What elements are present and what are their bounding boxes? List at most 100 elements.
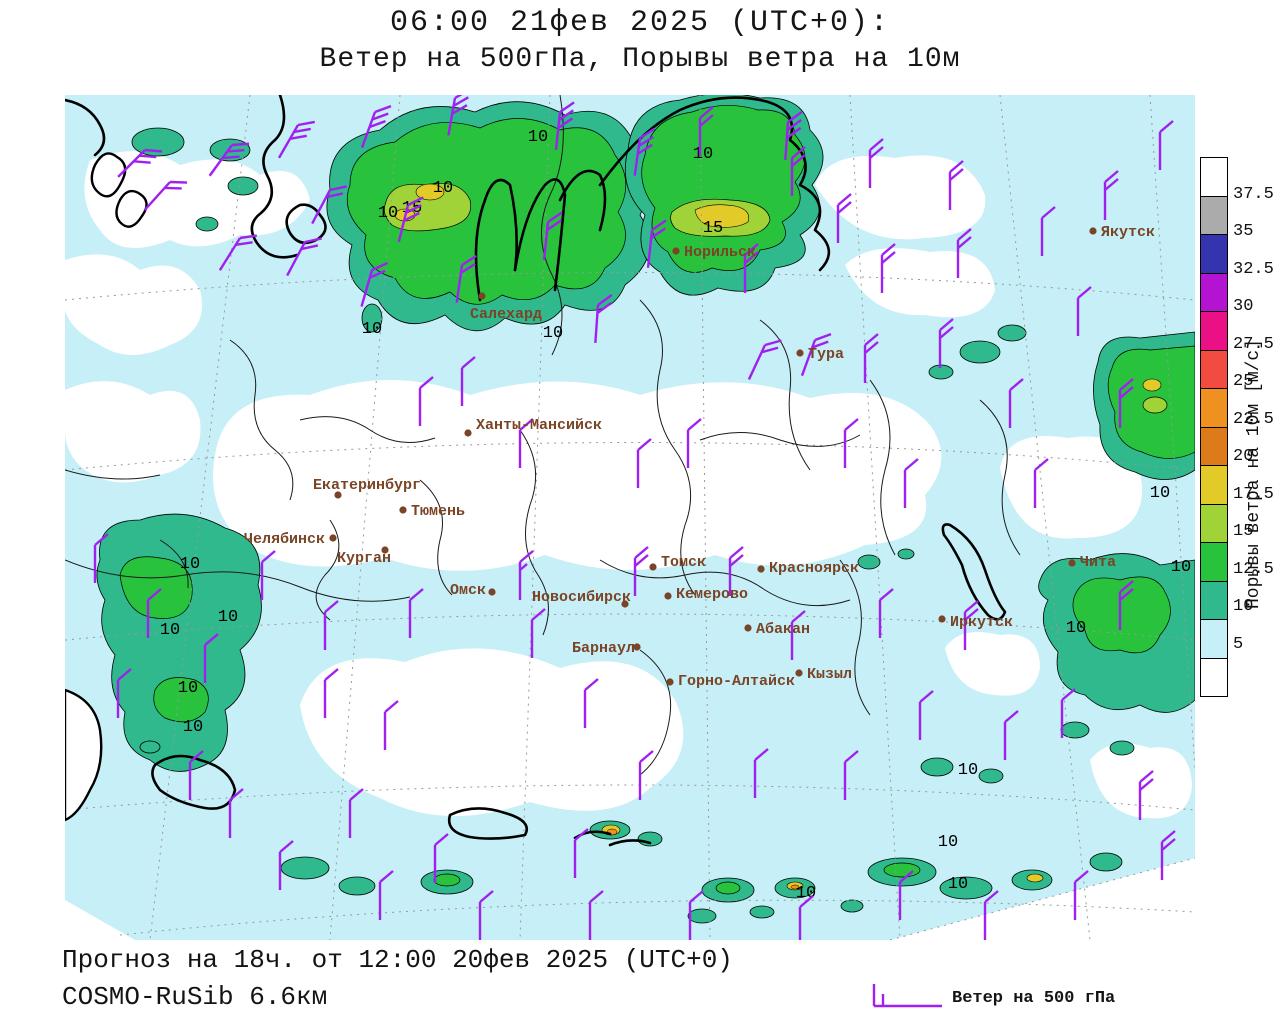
city-dot — [796, 349, 803, 356]
city-dot — [464, 429, 471, 436]
colorbar-segment — [1201, 389, 1227, 428]
city-label: Кемерово — [676, 586, 748, 603]
colorbar-segment — [1201, 274, 1227, 313]
contour-label: 10 — [1171, 558, 1191, 577]
city-dot — [478, 292, 485, 299]
colorbar-segment — [1201, 158, 1227, 197]
city-label: Омск — [450, 582, 486, 599]
contour-label: 10 — [796, 884, 816, 903]
contour-label: 10 — [528, 128, 548, 147]
city-label: Чита — [1080, 554, 1116, 571]
colorbar-tick-label: 30 — [1233, 297, 1253, 316]
city-label: Курган — [337, 550, 391, 567]
colorbar-segment — [1201, 582, 1227, 621]
city-dot — [666, 678, 673, 685]
contour-label: 10 — [183, 718, 203, 737]
contour-label: 10 — [693, 145, 713, 164]
colorbar-segment — [1201, 351, 1227, 390]
city-label: Якутск — [1101, 224, 1155, 241]
city-dot — [744, 624, 751, 631]
city-dot — [672, 247, 679, 254]
colorbar-segment — [1201, 505, 1227, 544]
colorbar-tick-label: 10 — [1233, 597, 1253, 616]
city-dot — [399, 506, 406, 513]
model-info-line: COSMO-RuSib 6.6км — [62, 982, 327, 1012]
city-marker: Иркутск — [938, 614, 1013, 631]
colorbar-tick-label: 27.5 — [1233, 335, 1274, 354]
contour-label: 10 — [948, 875, 968, 894]
city-dot — [757, 565, 764, 572]
city-label: Иркутск — [950, 614, 1013, 631]
city-label: Абакан — [756, 621, 810, 638]
city-label: Челябинск — [244, 531, 325, 548]
colorbar-tick-label: 35 — [1233, 222, 1253, 241]
colorbar-segment — [1201, 197, 1227, 236]
contour-label: 10 — [178, 679, 198, 698]
colorbar-tick-label: 5 — [1233, 635, 1243, 654]
colorbar-segment — [1201, 659, 1227, 697]
contour-label: 10 — [543, 324, 563, 343]
city-marker: Новосибирск — [532, 589, 631, 608]
city-marker: Кемерово — [664, 586, 748, 603]
city-label: Ханты-Мансийск — [476, 417, 602, 434]
city-label: Кызыл — [807, 666, 852, 683]
city-label: Салехард — [470, 306, 542, 323]
city-dot — [795, 669, 802, 676]
contour-label: 10 — [218, 608, 238, 627]
city-marker: Барнаул — [572, 640, 641, 657]
colorbar-tick-label: 15 — [1233, 522, 1253, 541]
gust-area-17 — [1143, 379, 1161, 391]
city-marker: Курган — [337, 546, 391, 567]
colorbar-tick-label: 37.5 — [1233, 185, 1274, 204]
city-label: Красноярск — [769, 560, 859, 577]
city-label: Новосибирск — [532, 589, 631, 606]
colorbar-tick-label: 22.5 — [1233, 410, 1274, 429]
city-marker: Красноярск — [757, 560, 859, 577]
forecast-info-line: Прогноз на 18ч. от 12:00 20фев 2025 (UTC… — [62, 945, 733, 975]
city-dot — [1089, 227, 1096, 234]
colorbar-tick-label: 20 — [1233, 447, 1253, 466]
white-area — [65, 381, 201, 482]
contour-label: 10 — [362, 320, 382, 339]
colorbar — [1200, 157, 1228, 697]
colorbar-segment — [1201, 543, 1227, 582]
contour-label: 10 — [433, 179, 453, 198]
city-marker: Норильск — [672, 244, 756, 261]
colorbar-tick-label: 32.5 — [1233, 260, 1274, 279]
city-dot — [649, 563, 656, 570]
colorbar-tick-label: 17.5 — [1233, 485, 1274, 504]
gust-area-15 — [1143, 397, 1167, 413]
contour-label: 10 — [938, 833, 958, 852]
city-dot — [938, 615, 945, 622]
city-label: Горно-Алтайск — [678, 673, 795, 690]
city-marker: Ханты-Мансийск — [464, 417, 602, 437]
city-dot — [329, 534, 336, 541]
city-dot — [664, 592, 671, 599]
contour-label: 10 — [378, 204, 398, 223]
contour-label: 15 — [703, 219, 723, 238]
colorbar-tick-label: 12.5 — [1233, 560, 1274, 579]
city-dot — [1068, 559, 1075, 566]
colorbar-segment — [1201, 235, 1227, 274]
legend-label: Ветер на 500 гПа — [952, 989, 1115, 1008]
weather-map-canvas: 10 10 15 10 10 15 10 10 10 10 10 10 10 10 10 10 10 10 10 10… — [0, 0, 1280, 1024]
city-label: Норильск — [684, 244, 756, 261]
contour-label: 10 — [1066, 619, 1086, 638]
colorbar-segment — [1201, 428, 1227, 467]
city-label: Тюмень — [411, 503, 465, 520]
colorbar-segment — [1201, 312, 1227, 351]
colorbar-tick-label: 25 — [1233, 372, 1253, 391]
city-label: Томск — [661, 554, 706, 571]
city-label: Барнаул — [572, 640, 635, 657]
colorbar-segment — [1201, 466, 1227, 505]
city-marker: Челябинск — [244, 531, 337, 548]
city-label: Тура — [808, 346, 844, 363]
contour-label: 10 — [160, 621, 180, 640]
city-dot — [488, 588, 495, 595]
colorbar-segment — [1201, 620, 1227, 659]
city-label: Екатеринбург — [313, 477, 421, 494]
wind-barb-legend-icon — [872, 978, 952, 1014]
contour-label: 10 — [180, 555, 200, 574]
contour-label: 10 — [958, 761, 978, 780]
contour-label: 10 — [1150, 484, 1170, 503]
